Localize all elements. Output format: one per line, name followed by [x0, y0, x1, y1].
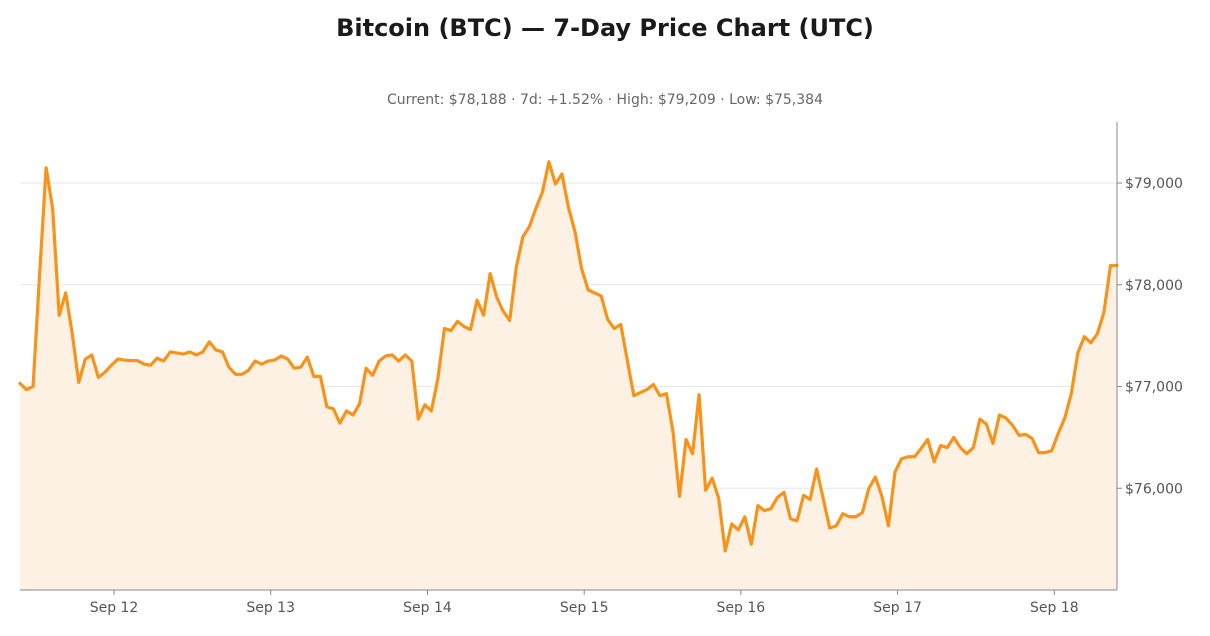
y-tick-label: $76,000	[1125, 481, 1183, 497]
x-axis-ticks: Sep 12 Sep 13 Sep 14 Sep 15 Sep 16 Sep 17 Sep …	[90, 590, 1079, 616]
y-axis-ticks: $76,000 $77,000 $78,000 $79,000	[1117, 176, 1183, 497]
x-tick-label: Sep 14	[403, 600, 452, 616]
x-tick-label: Sep 15	[560, 600, 609, 616]
x-tick-label: Sep 12	[90, 600, 139, 616]
x-tick-label: Sep 17	[873, 600, 922, 616]
chart-subtitle: Current: $78,188 · 7d: +1.52% · High: $7…	[387, 92, 823, 108]
x-tick-label: Sep 16	[717, 600, 766, 616]
price-area-fill	[20, 161, 1117, 590]
y-tick-label: $78,000	[1125, 278, 1183, 294]
x-tick-label: Sep 13	[246, 600, 295, 616]
y-tick-label: $79,000	[1125, 176, 1183, 192]
chart-title: Bitcoin (BTC) — 7-Day Price Chart (UTC)	[336, 14, 874, 42]
y-tick-label: $77,000	[1125, 380, 1183, 396]
price-line	[18, 160, 1119, 553]
x-tick-label: Sep 18	[1030, 600, 1079, 616]
